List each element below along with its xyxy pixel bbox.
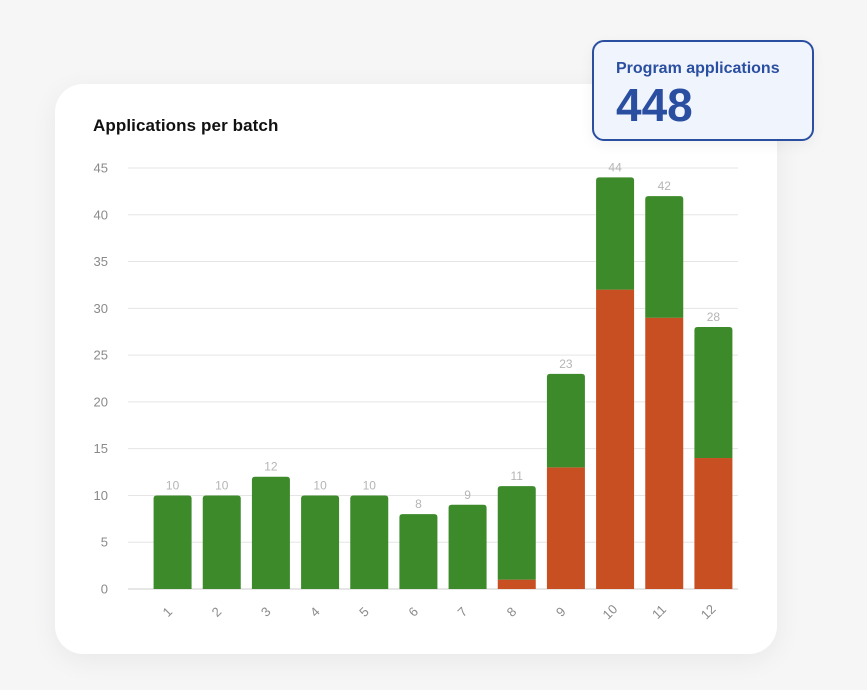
program-applications-card: Program applications 448 <box>592 40 814 141</box>
x-tick-label: 11 <box>649 602 669 622</box>
bar-segment <box>153 495 192 589</box>
bar-segment <box>202 495 241 589</box>
bar-segment <box>251 476 290 589</box>
data-label: 10 <box>166 478 180 492</box>
y-tick-label: 15 <box>94 441 108 456</box>
x-tick-label: 9 <box>553 604 569 620</box>
chart-title: Applications per batch <box>93 116 279 135</box>
stat-label: Program applications <box>616 60 780 77</box>
data-label: 10 <box>215 478 229 492</box>
y-tick-label: 20 <box>94 394 108 409</box>
x-tick-label: 4 <box>307 604 323 620</box>
bar-segment <box>694 458 733 589</box>
x-tick-label: 2 <box>209 604 225 620</box>
data-label: 9 <box>464 488 471 502</box>
y-tick-label: 40 <box>94 207 108 222</box>
y-tick-label: 10 <box>94 488 108 503</box>
data-label: 44 <box>608 160 622 174</box>
bar-segment <box>596 177 635 290</box>
bar-segment <box>448 504 487 589</box>
y-tick-label: 5 <box>101 535 108 550</box>
bar-segment <box>350 495 389 589</box>
bar-segment <box>645 317 684 589</box>
data-label: 10 <box>363 478 377 492</box>
x-tick-label: 1 <box>160 604 176 620</box>
bar-segment <box>399 514 438 589</box>
x-tick-label: 7 <box>455 604 471 620</box>
x-tick-label: 10 <box>599 601 620 622</box>
stat-value: 448 <box>616 79 693 131</box>
x-tick-label: 3 <box>258 604 274 620</box>
bar-segment <box>694 327 733 459</box>
y-tick-label: 45 <box>94 161 108 176</box>
x-tick-label: 8 <box>504 604 520 620</box>
bar-segment <box>645 196 684 318</box>
bar-segment <box>301 495 340 589</box>
x-tick-label: 6 <box>405 604 421 620</box>
y-tick-label: 0 <box>101 582 108 597</box>
x-tick-label: 12 <box>698 601 719 622</box>
data-label: 42 <box>658 179 672 193</box>
data-label: 8 <box>415 497 422 511</box>
data-label: 12 <box>264 460 278 474</box>
x-tick-label: 5 <box>356 604 372 620</box>
data-label: 10 <box>313 478 327 492</box>
bar-segment <box>596 289 635 589</box>
y-tick-label: 30 <box>94 301 108 316</box>
data-label: 23 <box>559 357 573 371</box>
y-tick-label: 35 <box>94 254 108 269</box>
data-label: 11 <box>511 469 524 483</box>
y-tick-label: 25 <box>94 348 108 363</box>
data-label: 28 <box>707 310 721 324</box>
bar-segment <box>497 579 536 589</box>
bar-segment <box>546 467 585 589</box>
bar-segment <box>497 486 536 580</box>
bar-segment <box>546 373 585 468</box>
